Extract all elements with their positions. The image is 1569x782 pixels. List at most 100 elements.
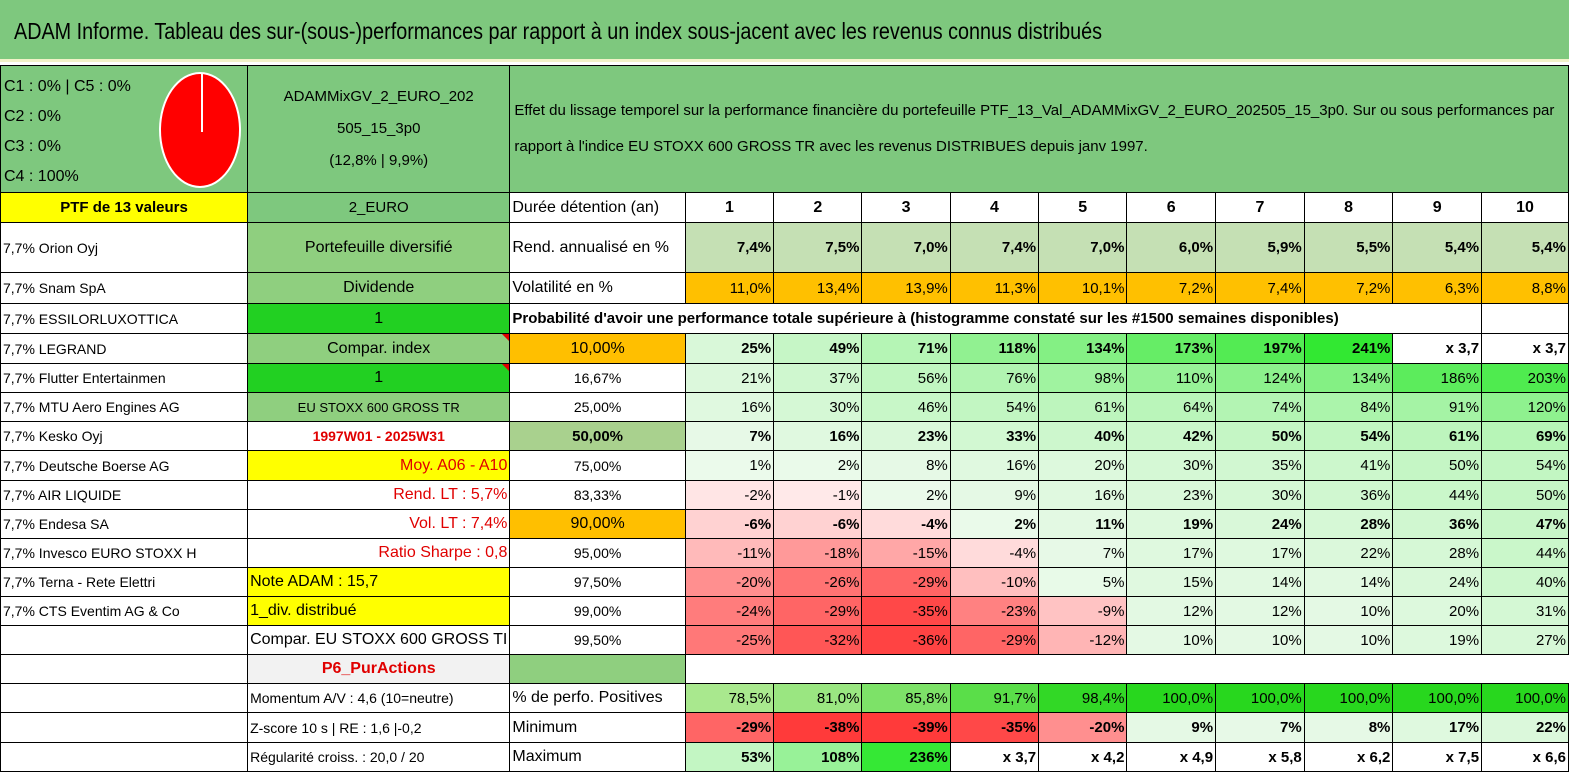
quantile-value: 76% (949, 363, 1040, 393)
quantile-label: 75,00% (509, 450, 686, 481)
quantile-label: 83,33% (509, 480, 686, 510)
holding-name: 7,7% Terna - Rete Elettri (0, 567, 249, 597)
positive-value: 100,0% (1215, 683, 1305, 713)
volatility-value: 10,1% (1038, 272, 1128, 304)
minimum-value: -38% (773, 712, 863, 743)
volatility-value: 6,3% (1392, 272, 1483, 304)
quantile-label: 10,00% (509, 333, 686, 364)
quantile-value: -4% (949, 538, 1040, 568)
holding-name: 7,7% Snam SpA (0, 272, 249, 304)
quantile-value: 69% (1481, 421, 1569, 451)
info-cell: 1997W01 - 2025W31 (247, 421, 511, 451)
quantile-row: 7,7% CTS Eventim AG & Co 1_div. distribué… (0, 596, 1569, 626)
holding-name: 7,7% Deutsche Boerse AG (0, 450, 249, 481)
quantile-row: 7,7% Flutter Entertainmen 1 16,67% 21% 37% 56… (0, 363, 1569, 393)
pie-chart (159, 72, 241, 188)
quantile-value: 27% (1481, 625, 1569, 655)
quantile-value: 42% (1126, 421, 1217, 451)
return-row: 7,7% Orion Oyj Portefeuille diversifié Ren… (0, 222, 1569, 273)
info-cell: Moy. A06 - A10 (247, 450, 511, 481)
quantile-value: 10% (1126, 625, 1217, 655)
quantile-row: 7,7% Kesko Oyj 1997W01 - 2025W31 50,00% 7% 1… (0, 421, 1569, 451)
quantile-value: x 3,7 (1392, 333, 1483, 364)
quantile-value: 14% (1215, 567, 1305, 597)
positive-value: 98,4% (1038, 683, 1128, 713)
return-value: 5,5% (1303, 222, 1394, 273)
quantile-value: 241% (1303, 333, 1394, 364)
quantile-value: 23% (1126, 480, 1217, 510)
quantile-value: 17% (1215, 538, 1305, 568)
empty-cell (0, 742, 249, 772)
info-cell: Vol. LT : 7,4% (247, 509, 511, 539)
quantile-value: -9% (1038, 596, 1128, 626)
quantile-value: 50% (1481, 480, 1569, 510)
minimum-value: 7% (1215, 712, 1305, 743)
quantile-value: 37% (773, 363, 863, 393)
quantile-value: -24% (684, 596, 775, 626)
quantile-value: 120% (1481, 392, 1569, 422)
info-cell: 1 (247, 363, 511, 393)
pie-legend-item: C2 : 0% (4, 108, 61, 125)
quantile-value: -20% (684, 567, 775, 597)
bottom-info: Z-score 10 s | RE : 1,6 |-0,2 (247, 712, 511, 743)
quantile-value: -6% (684, 509, 775, 539)
strategy-row: P6_PurActions (0, 654, 1569, 684)
positive-value: 85,8% (861, 683, 951, 713)
quantile-value: 2% (861, 480, 951, 510)
positive-value: 100,0% (1481, 683, 1569, 713)
quantile-value: 16% (1038, 480, 1128, 510)
quantile-value: 46% (861, 392, 951, 422)
quantile-value: 61% (1392, 421, 1483, 451)
holding-name: 7,7% ESSILORLUXOTTICA (0, 303, 249, 334)
year-header: 7 (1215, 192, 1305, 223)
performance-table: C1 : 0% | C5 : 0% C2 : 0% C3 : 0% C4 : 1… (0, 65, 1569, 772)
return-value: 5,4% (1481, 222, 1569, 273)
quantile-value: 54% (1481, 450, 1569, 481)
quantile-value: -25% (684, 625, 775, 655)
empty-cell (0, 625, 249, 655)
quantile-value: 20% (1038, 450, 1128, 481)
minimum-value: 9% (1126, 712, 1217, 743)
year-header: 5 (1038, 192, 1128, 223)
info-cell: EU STOXX 600 GROSS TR (247, 392, 511, 422)
minimum-value: -35% (949, 712, 1040, 743)
probability-header-row: 7,7% ESSILORLUXOTTICA 1 Probabilité d'avoi… (0, 303, 1569, 334)
positive-row: Momentum A/V : 4,6 (10=neutre)% de perfo… (0, 683, 1569, 713)
quantile-row: Compar. EU STOXX 600 GROSS TI 99,50% -25% -… (0, 625, 1569, 655)
quantile-value: -35% (861, 596, 951, 626)
year-header: 8 (1303, 192, 1394, 223)
quantile-row: 7,7% LEGRAND Compar. index 10,00% 25% 49% 71%… (0, 333, 1569, 364)
quantile-value: 186% (1392, 363, 1483, 393)
quantile-value: 91% (1392, 392, 1483, 422)
quantile-value: -11% (684, 538, 775, 568)
return-value: 6,0% (1126, 222, 1217, 273)
quantile-value: 54% (1303, 421, 1394, 451)
bottom-info: Momentum A/V : 4,6 (10=neutre) (247, 683, 511, 713)
portfolio-name-cell: ADAMMixGV_2_EURO_202 505_15_3p0 (12,8% |… (247, 65, 511, 193)
quantile-value: 19% (1392, 625, 1483, 655)
year-header: 3 (861, 192, 951, 223)
pie-slice-divider (201, 74, 203, 132)
region-header: 2_EURO (247, 192, 511, 223)
quantile-value: 12% (1126, 596, 1217, 626)
volatility-value: 8,8% (1481, 272, 1569, 304)
maximum-label: Maximum (509, 742, 686, 772)
quantile-value: 7% (1038, 538, 1128, 568)
maximum-value: 236% (861, 742, 951, 772)
positive-value: 100,0% (1392, 683, 1483, 713)
quantile-value: 110% (1126, 363, 1217, 393)
return-value: 5,9% (1215, 222, 1305, 273)
quantile-value: 203% (1481, 363, 1569, 393)
quantile-value: 23% (861, 421, 951, 451)
holding-name: 7,7% Endesa SA (0, 509, 249, 539)
volatility-value: 11,3% (949, 272, 1040, 304)
quantile-value: 22% (1303, 538, 1394, 568)
quantile-value: 10% (1303, 596, 1394, 626)
quantile-value: 8% (861, 450, 951, 481)
quantile-value: 20% (1392, 596, 1483, 626)
quantile-value: 35% (1215, 450, 1305, 481)
pie-legend-item: C4 : 100% (4, 168, 79, 185)
quantile-value: 40% (1038, 421, 1128, 451)
quantile-row: 7,7% AIR LIQUIDE Rend. LT : 5,7% 83,33% -2%… (0, 480, 1569, 510)
quantile-value: 9% (949, 480, 1040, 510)
